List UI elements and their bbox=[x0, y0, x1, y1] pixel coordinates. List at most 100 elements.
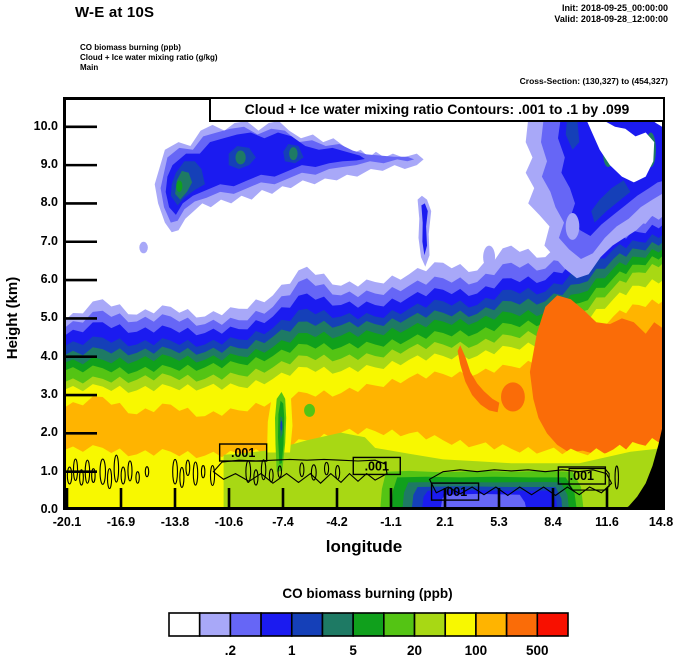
colorbar-cell bbox=[413, 612, 447, 637]
cloud-contour-oval bbox=[79, 469, 84, 486]
colorbar-tick-label: 20 bbox=[407, 643, 423, 658]
x-tick-label: -1.1 bbox=[380, 515, 402, 529]
cloud1-teal-b bbox=[235, 150, 246, 165]
cloud-contour-oval bbox=[99, 458, 107, 485]
y-tick-label: 3.0 bbox=[40, 387, 58, 402]
x-tick-label: 2.1 bbox=[436, 515, 454, 529]
y-tick-label: 10.0 bbox=[33, 118, 58, 133]
cloud-contour-oval bbox=[310, 464, 317, 481]
blue-finger-core bbox=[421, 203, 428, 256]
contour-label-box bbox=[430, 482, 480, 501]
x-tick-label: -10.6 bbox=[214, 515, 244, 529]
cloud1-green-dot bbox=[176, 180, 183, 192]
colorbar-cell bbox=[444, 612, 477, 637]
colorbar-tick-label: 1 bbox=[288, 643, 296, 658]
contour-legend-box: Cloud + Ice water mixing ratio Contours:… bbox=[209, 97, 665, 122]
cross-section-plot: .001 .001 .001 .001 bbox=[63, 97, 665, 510]
cloud1-teal-c bbox=[289, 147, 298, 161]
x-tick-label: -20.1 bbox=[52, 515, 82, 529]
field-fill: CO biomass burning (ppb) bbox=[80, 43, 181, 52]
y-tick-label: 1.0 bbox=[40, 463, 58, 478]
contour-label-box bbox=[218, 443, 268, 462]
cloud-contour-oval bbox=[299, 462, 305, 478]
x-tick-label: 11.6 bbox=[595, 515, 619, 529]
x-axis-title: longitude bbox=[325, 537, 403, 556]
contour-label: .001 bbox=[231, 446, 255, 460]
page-title: W-E at 10S bbox=[75, 4, 155, 21]
x-tick-label: 8.4 bbox=[544, 515, 562, 529]
cloud-contour-oval bbox=[91, 468, 96, 483]
cloud-contour-oval bbox=[179, 466, 185, 488]
streak-navy-dot bbox=[280, 420, 283, 431]
cloud-contour-oval bbox=[172, 458, 179, 485]
colorbar-tick-label: 5 bbox=[349, 643, 357, 658]
cloud-contour-outline bbox=[428, 469, 613, 497]
cloud1-speck bbox=[139, 241, 148, 254]
cloud-contour-oval bbox=[144, 466, 150, 478]
cloud-contour-oval bbox=[323, 461, 330, 476]
colorbar-cell bbox=[505, 612, 539, 637]
contour-label-box bbox=[352, 456, 401, 476]
valid-time: Valid: 2018-09-28_12:00:00 bbox=[554, 14, 668, 24]
y-tick-label: 0.0 bbox=[40, 502, 58, 516]
colorbar-cell bbox=[198, 612, 232, 637]
bl-periwinkle bbox=[440, 493, 527, 510]
cloud-contour-oval bbox=[192, 461, 199, 486]
cloud-contour-oval bbox=[614, 465, 619, 490]
colorbar-cell bbox=[229, 612, 262, 637]
contour-label: .001 bbox=[365, 459, 389, 473]
y-tick-label: 6.0 bbox=[40, 272, 58, 287]
y-tick-label: 7.0 bbox=[40, 233, 58, 248]
field-domain: Main bbox=[80, 63, 99, 72]
colorbar-cell bbox=[536, 612, 569, 637]
model-times: Init: 2018-09-25_00:00:00 Valid: 2018-09… bbox=[554, 3, 668, 25]
cloud-contour-oval bbox=[106, 468, 113, 490]
cloud-contour-oval bbox=[277, 465, 283, 478]
peri-blob bbox=[483, 245, 496, 269]
cloud-contour-oval bbox=[209, 464, 216, 487]
terrain bbox=[622, 413, 665, 510]
peri-oval-in-cloud2 bbox=[565, 213, 580, 240]
contour-label: .001 bbox=[570, 469, 594, 483]
colorbar-tick-label: .2 bbox=[224, 643, 236, 658]
colorbar-title: CO biomass burning (ppb) bbox=[282, 586, 453, 601]
cloud-contour-oval bbox=[135, 471, 140, 484]
cloud1-blue bbox=[165, 132, 365, 215]
colorbar-cell bbox=[290, 612, 324, 637]
colorbar-cell bbox=[383, 612, 416, 637]
y-tick-label: 9.0 bbox=[40, 157, 58, 172]
dark-orange-core-right bbox=[529, 295, 665, 455]
colorbar-cell bbox=[168, 612, 201, 637]
cloud1-teal-a bbox=[175, 170, 193, 200]
cloud-contour-outline bbox=[212, 458, 388, 484]
dark-orange-blob bbox=[501, 382, 525, 412]
white-wedge bbox=[584, 111, 655, 183]
x-tick-label: -4.2 bbox=[326, 515, 348, 529]
cloud-contour-oval bbox=[127, 460, 133, 482]
cross-section-info: Cross-Section: (130,327) to (454,327) bbox=[519, 76, 668, 86]
x-tick-label: 14.8 bbox=[648, 515, 674, 529]
cloud-contour-oval bbox=[200, 464, 206, 479]
x-tick-label: -13.8 bbox=[160, 515, 190, 529]
cloud-contour-oval bbox=[72, 458, 79, 482]
field-overlay: Cloud + Ice water mixing ratio (g/kg) bbox=[80, 53, 218, 62]
cloud-contour-oval bbox=[260, 459, 267, 481]
y-tick-label: 8.0 bbox=[40, 195, 58, 210]
contour-label-box bbox=[557, 466, 607, 485]
colorbar bbox=[168, 612, 569, 637]
x-tick-label: 5.3 bbox=[490, 515, 508, 529]
y-tick-label: 4.0 bbox=[40, 348, 58, 363]
colorbar-cell bbox=[352, 612, 385, 637]
y-tick-label: 5.0 bbox=[40, 310, 58, 325]
y-tick-label: 2.0 bbox=[40, 425, 58, 440]
colorbar-cell bbox=[475, 612, 508, 637]
colorbar-cell bbox=[321, 612, 354, 637]
green-bump bbox=[304, 403, 315, 417]
contour-label: .001 bbox=[443, 485, 467, 499]
cloud-contour-oval bbox=[66, 466, 73, 485]
cloud-contour-oval bbox=[253, 469, 259, 486]
x-tick-label: -7.4 bbox=[272, 515, 294, 529]
cloud2-navy-b bbox=[591, 180, 631, 223]
cloud-contour-oval bbox=[185, 459, 191, 477]
